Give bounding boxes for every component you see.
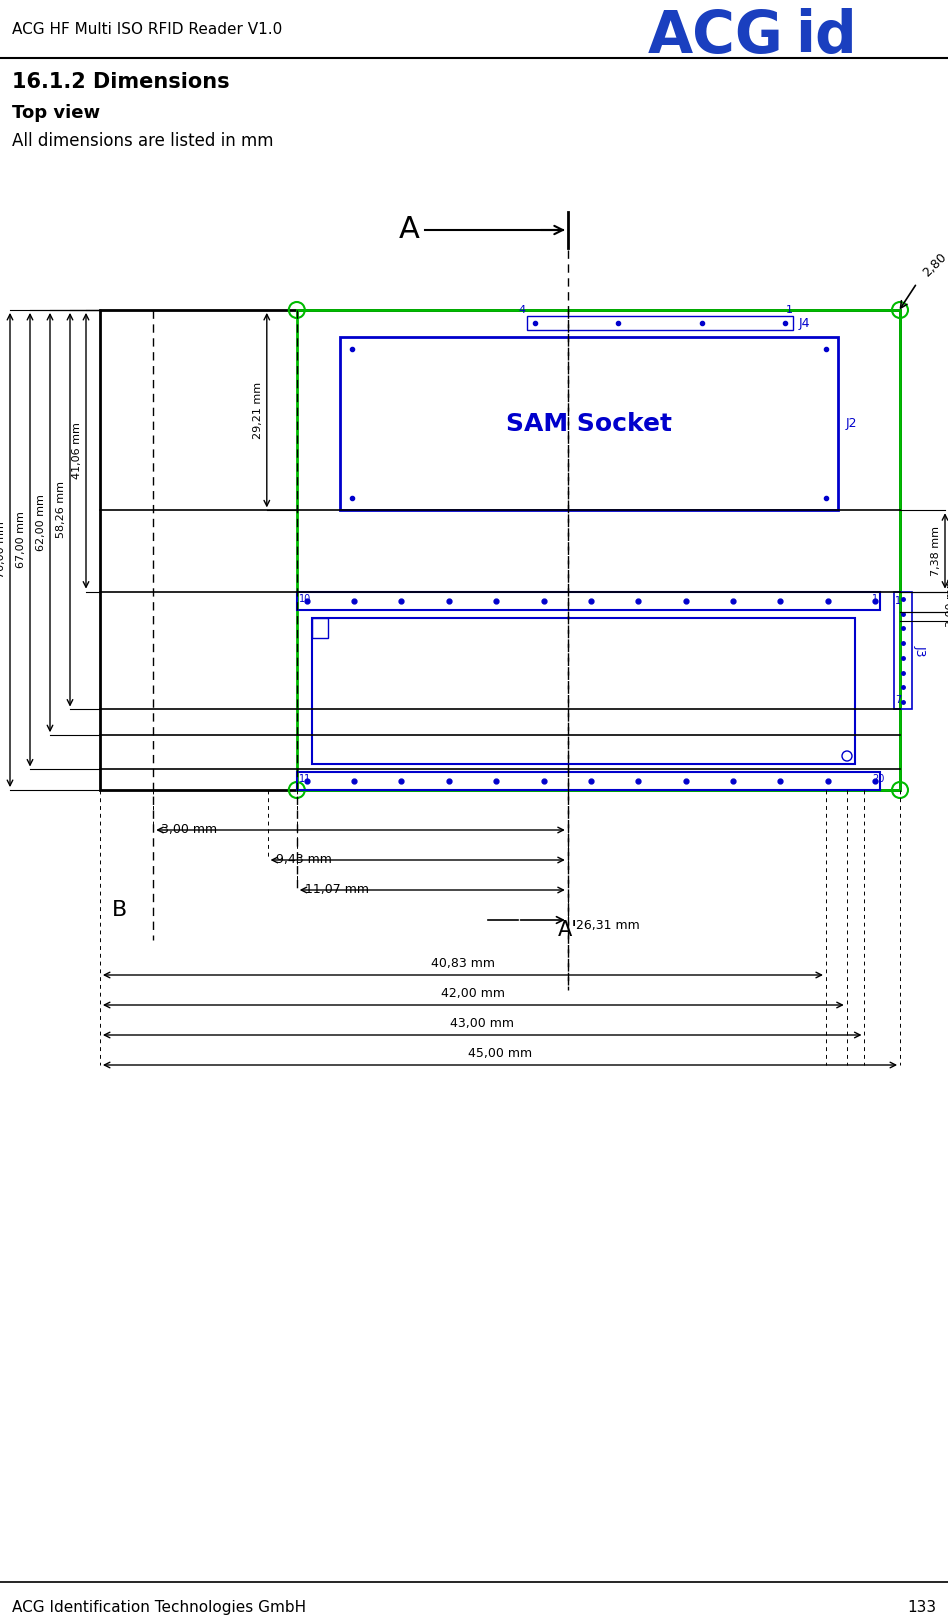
Text: 9,43 mm: 9,43 mm [276, 853, 332, 866]
Bar [297, 772, 880, 790]
Text: 11: 11 [299, 774, 311, 783]
Text: 1: 1 [872, 594, 878, 603]
Text: 42,00 mm: 42,00 mm [442, 988, 505, 1001]
Text: All dimensions are listed in mm: All dimensions are listed in mm [12, 131, 274, 149]
Text: 1: 1 [895, 595, 902, 605]
Text: J4: J4 [798, 316, 810, 329]
Bar [894, 592, 912, 709]
Text: ACG: ACG [648, 8, 784, 65]
Text: ACG Identification Technologies GmbH: ACG Identification Technologies GmbH [12, 1599, 306, 1616]
Bar [340, 337, 838, 511]
Text: J2: J2 [846, 417, 857, 430]
Text: 67,00 mm: 67,00 mm [16, 511, 26, 568]
Text: 4: 4 [519, 305, 526, 315]
Text: 26,31 mm: 26,31 mm [575, 918, 640, 931]
Text: 1: 1 [785, 305, 793, 315]
Text: 3,00 mm: 3,00 mm [161, 824, 217, 837]
Text: J3: J3 [914, 646, 927, 657]
Bar [312, 618, 328, 637]
Text: 10: 10 [299, 594, 311, 603]
Text: 40,83 mm: 40,83 mm [431, 957, 495, 970]
Bar [297, 592, 880, 610]
Text: 70,00 mm: 70,00 mm [0, 522, 6, 579]
Text: Top view: Top view [12, 104, 100, 122]
Text: 20: 20 [872, 774, 884, 783]
Bar [312, 618, 855, 764]
Text: 11,07 mm: 11,07 mm [305, 884, 369, 897]
Text: 58,26 mm: 58,26 mm [56, 482, 66, 539]
Text: 7,38 mm: 7,38 mm [931, 526, 941, 576]
Text: 16.1.2 Dimensions: 16.1.2 Dimensions [12, 71, 229, 92]
Bar [297, 310, 900, 790]
Text: A': A' [557, 920, 577, 941]
Text: 43,00 mm: 43,00 mm [450, 1017, 514, 1030]
Text: ACG HF Multi ISO RFID Reader V1.0: ACG HF Multi ISO RFID Reader V1.0 [12, 23, 283, 37]
Text: SAM Socket: SAM Socket [506, 412, 672, 436]
Text: 7: 7 [895, 696, 902, 706]
Text: A: A [399, 216, 420, 245]
Bar [100, 310, 900, 790]
Text: 29,21 mm: 29,21 mm [253, 381, 263, 438]
Bar [527, 316, 793, 329]
Text: B: B [113, 900, 128, 920]
Text: 2,80: 2,80 [921, 250, 948, 279]
Text: id: id [795, 8, 857, 65]
Text: 45,00 mm: 45,00 mm [468, 1046, 532, 1061]
Text: 41,06 mm: 41,06 mm [72, 422, 82, 478]
Text: 3,00 mm: 3,00 mm [946, 577, 948, 626]
Text: 62,00 mm: 62,00 mm [36, 495, 46, 551]
Text: 133: 133 [907, 1599, 936, 1616]
